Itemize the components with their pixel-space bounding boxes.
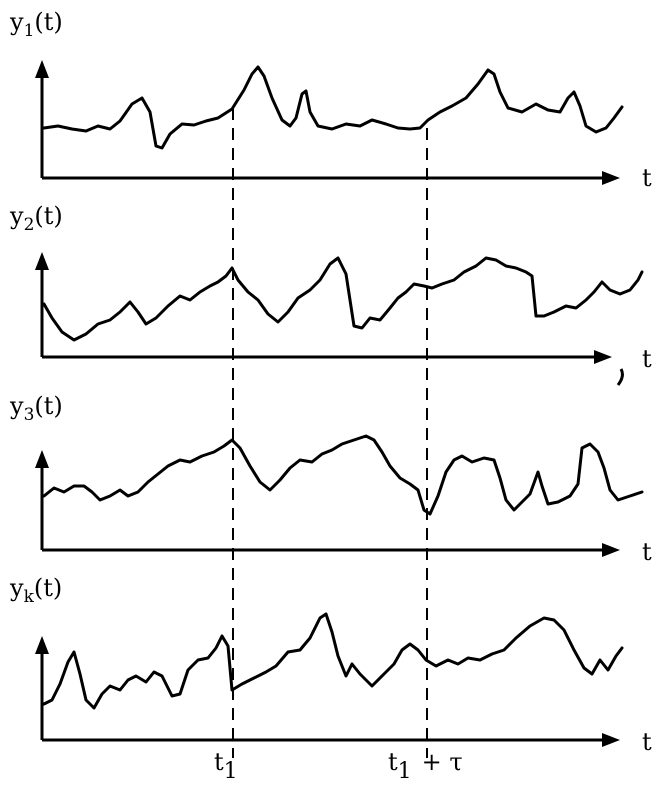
- t1-label: t1: [214, 748, 238, 784]
- panel-2-y-arrowhead: [35, 252, 49, 270]
- panel-3: y3(t) t: [9, 392, 652, 566]
- panel-k-signal-curve: [42, 612, 624, 710]
- t1-plus-tau-label: t1 + τ: [388, 748, 463, 784]
- panel-k-y-arrowhead: [35, 636, 49, 654]
- panel-1: y1(t) t: [9, 8, 652, 192]
- panel-1-t-label: t: [642, 164, 652, 192]
- panel-3-t-arrowhead: [602, 543, 620, 557]
- panel-k: yk(t) t: [9, 574, 652, 756]
- panel-2-t-label: t: [642, 345, 652, 373]
- panel-k-t-arrowhead: [602, 733, 620, 747]
- panel-2-y-label: y2(t): [9, 202, 63, 235]
- panel-2: y2(t) t: [9, 202, 652, 386]
- panel-2-stray-mark: [616, 368, 624, 386]
- panel-1-y-label: y1(t): [9, 8, 63, 41]
- panel-2-signal-curve: [42, 256, 644, 342]
- panel-2-t-arrowhead: [594, 350, 612, 364]
- panel-3-t-label: t: [642, 538, 652, 566]
- panel-k-t-label: t: [642, 728, 652, 756]
- panel-3-signal-curve: [42, 434, 644, 516]
- panel-1-t-arrowhead: [602, 171, 620, 185]
- panel-k-y-label: yk(t): [9, 574, 62, 607]
- panel-3-y-arrowhead: [35, 450, 49, 468]
- panel-3-y-label: y3(t): [9, 392, 63, 425]
- panel-1-signal-curve: [42, 65, 624, 150]
- panel-1-y-arrowhead: [35, 60, 49, 78]
